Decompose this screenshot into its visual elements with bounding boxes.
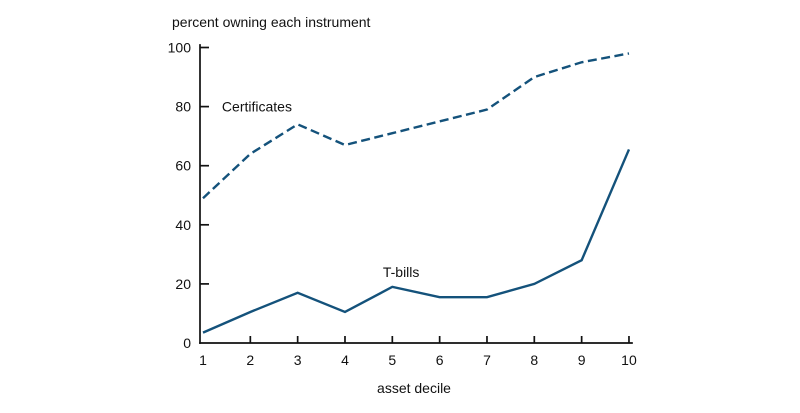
x-tick-label: 10 <box>621 352 637 368</box>
x-tick-label: 5 <box>388 352 396 368</box>
y-tick-label: 100 <box>168 40 192 56</box>
axes: 0 20 40 60 80 100 1 2 3 4 5 6 7 8 9 10 <box>168 40 637 369</box>
series-label-t-bills: T-bills <box>383 264 420 280</box>
y-tick-label: 80 <box>175 99 191 115</box>
x-tick-label: 8 <box>530 352 538 368</box>
series-lines <box>202 52 631 334</box>
y-tick-label: 20 <box>175 276 191 292</box>
x-tick-label: 4 <box>341 352 349 368</box>
t-bills-line <box>202 148 631 334</box>
y-tick-label: 40 <box>175 217 191 233</box>
x-tick-label: 2 <box>246 352 254 368</box>
y-tick-label: 60 <box>175 158 191 174</box>
certificates-line <box>202 52 630 200</box>
y-tick-label: 0 <box>183 335 191 351</box>
x-tick-label: 7 <box>483 352 491 368</box>
x-tick-label: 1 <box>199 352 207 368</box>
x-tick-label: 3 <box>294 352 302 368</box>
x-tick-label: 9 <box>578 352 586 368</box>
x-tick-label: 6 <box>436 352 444 368</box>
chart-title: percent owning each instrument <box>172 14 371 30</box>
x-axis-label: asset decile <box>377 380 451 396</box>
series-label-certificates: Certificates <box>222 99 292 115</box>
